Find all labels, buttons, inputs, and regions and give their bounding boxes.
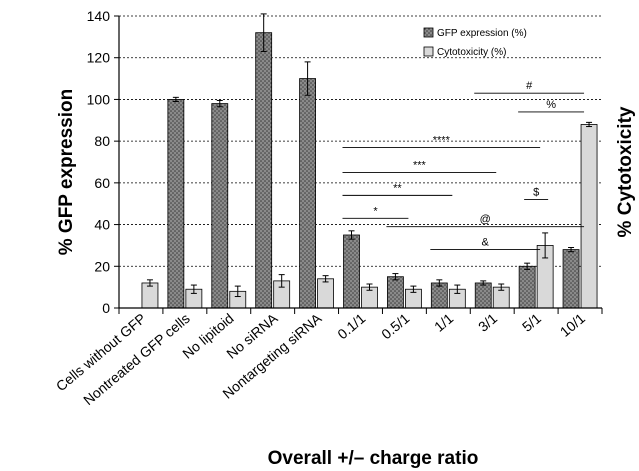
y-axis-title: % GFP expression: [56, 89, 77, 256]
y-tick-label: 40: [94, 217, 110, 233]
bar-gfp: [255, 32, 273, 309]
significance-annotations: #%********* $*@&: [342, 80, 585, 251]
x-axis-title: Overall +/– charge ratio: [268, 448, 479, 469]
significance-label: *: [373, 205, 378, 217]
bar-gfp: [518, 265, 536, 309]
significance-label: #: [526, 80, 533, 92]
x-category-label: 1/1: [431, 310, 456, 335]
y-tick-label: 60: [94, 175, 110, 191]
legend-label-cytotoxicity: Cytotoxicity (%): [437, 47, 506, 58]
x-category-label: 0.5/1: [378, 310, 412, 342]
bar-gfp: [562, 249, 580, 309]
y2-axis-title: % Cytotoxicity: [615, 106, 636, 237]
y-tick-label: 80: [94, 133, 110, 149]
bar-cytotoxicity: [317, 278, 334, 309]
y-tick-label: 0: [102, 300, 110, 316]
bar-gfp: [167, 99, 185, 309]
error-bars: [146, 13, 593, 298]
y-tick-labels: 0 20 40 60 80 100 120 140: [87, 8, 111, 316]
y-tick-label: 100: [87, 91, 111, 107]
axes: [114, 15, 603, 314]
bars: [141, 32, 598, 309]
significance-label: %: [546, 99, 556, 111]
x-category-label: 5/1: [519, 310, 544, 335]
bar-gfp: [474, 282, 492, 309]
significance-label: $: [533, 187, 539, 199]
bar-gfp: [343, 234, 360, 309]
y-tick-label: 120: [87, 50, 111, 66]
x-category-label: 10/1: [557, 310, 588, 340]
x-category-label: 0.1/1: [334, 310, 368, 342]
significance-label: ***: [413, 159, 427, 171]
significance-label: **: [393, 182, 402, 194]
legend: GFP expression (%) Cytotoxicity (%): [423, 27, 527, 58]
bar-gfp: [430, 282, 448, 309]
bar-gfp: [299, 78, 316, 309]
grid: [119, 15, 602, 267]
bar-gfp: [211, 103, 229, 309]
x-category-label: 3/1: [475, 310, 500, 335]
bar-gfp: [387, 276, 404, 309]
legend-swatch-gfp: [423, 27, 434, 38]
bar-cytotoxicity: [141, 282, 159, 309]
significance-label: &: [482, 237, 490, 249]
significance-label: @: [480, 214, 491, 226]
y-tick-label: 20: [94, 258, 110, 274]
significance-label: ****: [433, 134, 451, 146]
y-tick-label: 140: [87, 8, 111, 24]
legend-label-gfp: GFP expression (%): [437, 28, 527, 39]
bar-cytotoxicity: [580, 124, 598, 309]
legend-swatch-cytotoxicity: [423, 46, 434, 57]
